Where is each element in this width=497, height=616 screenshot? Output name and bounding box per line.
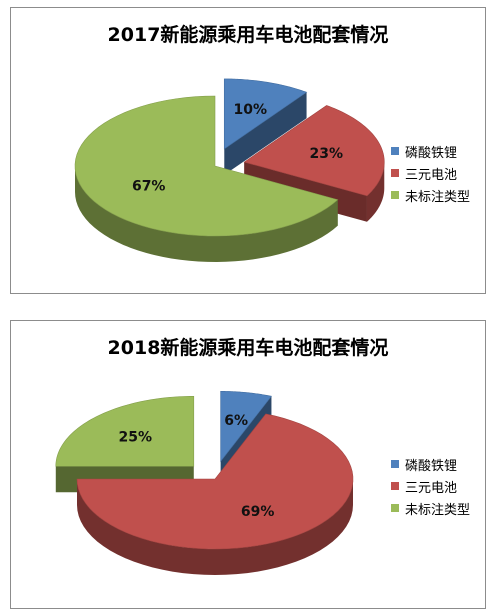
pie-value-label: 10% [233, 102, 267, 118]
legend-item: 未标注类型 [391, 497, 470, 519]
legend-swatch [391, 460, 399, 468]
legend: 磷酸铁锂 三元电池 未标注类型 [391, 140, 470, 206]
pie-slice-cut-face [224, 92, 307, 175]
legend-swatch [391, 169, 399, 177]
legend-swatch [391, 147, 399, 155]
pie-slice-1 [76, 413, 354, 550]
legend-label: 磷酸铁锂 [405, 145, 458, 161]
pie-slice-2 [74, 95, 339, 237]
pie-slice-0 [220, 391, 272, 463]
legend-swatch [391, 504, 399, 512]
pie-slice-rim [75, 166, 338, 262]
pie-value-label: 25% [118, 430, 152, 446]
legend-item: 磷酸铁锂 [391, 453, 470, 475]
pie-slice-2 [55, 395, 195, 467]
legend-item: 磷酸铁锂 [391, 140, 470, 162]
legend-label: 三元电池 [405, 480, 458, 496]
pie-slice-0 [223, 78, 308, 150]
pie-value-label: 23% [309, 146, 343, 162]
legend-swatch [391, 191, 399, 199]
legend-item: 三元电池 [391, 162, 470, 184]
pie-value-label: 67% [132, 179, 166, 195]
legend-label: 未标注类型 [405, 502, 471, 518]
pie-chart-2018: 6% 69% 25% [55, 391, 354, 575]
legend-label: 磷酸铁锂 [405, 458, 458, 474]
pie-chart-2017: 10% 23% 67% [74, 78, 385, 262]
legend-item: 三元电池 [391, 475, 470, 497]
pie-slice-rim [366, 162, 385, 222]
legend-label: 未标注类型 [405, 189, 471, 205]
pie-slice-side [224, 92, 307, 175]
legend-label: 三元电池 [405, 167, 458, 183]
pie-value-label: 6% [224, 413, 248, 429]
pie-slice-rim [77, 479, 353, 575]
chart-panel-2017: 2017新能源乘用车电池配套情况 10% 23% 67% 磷酸铁锂 三元电池 未标注… [10, 7, 486, 294]
chart-title: 2017新能源乘用车电池配套情况 [107, 24, 389, 46]
chart-title: 2018新能源乘用车电池配套情况 [107, 337, 389, 359]
pie-value-label: 69% [241, 504, 275, 520]
chart-panel-2018: 2018新能源乘用车电池配套情况 6% 69% 25% 磷酸铁锂 三元电池 未标注类… [10, 320, 486, 609]
pie-slice-1 [243, 105, 385, 197]
legend-swatch [391, 482, 399, 490]
legend: 磷酸铁锂 三元电池 未标注类型 [391, 453, 470, 519]
legend-item: 未标注类型 [391, 184, 470, 206]
